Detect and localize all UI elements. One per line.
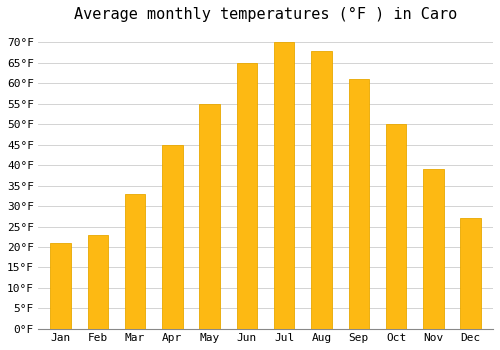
Bar xyxy=(312,50,332,329)
Bar xyxy=(460,218,481,329)
Bar xyxy=(348,79,369,329)
Title: Average monthly temperatures (°F ) in Caro: Average monthly temperatures (°F ) in Ca… xyxy=(74,7,457,22)
Bar xyxy=(274,42,294,329)
Bar xyxy=(423,169,444,329)
Bar xyxy=(125,194,146,329)
Bar xyxy=(236,63,257,329)
Bar xyxy=(162,145,182,329)
Bar xyxy=(88,235,108,329)
Bar xyxy=(200,104,220,329)
Bar xyxy=(50,243,70,329)
Bar xyxy=(386,124,406,329)
